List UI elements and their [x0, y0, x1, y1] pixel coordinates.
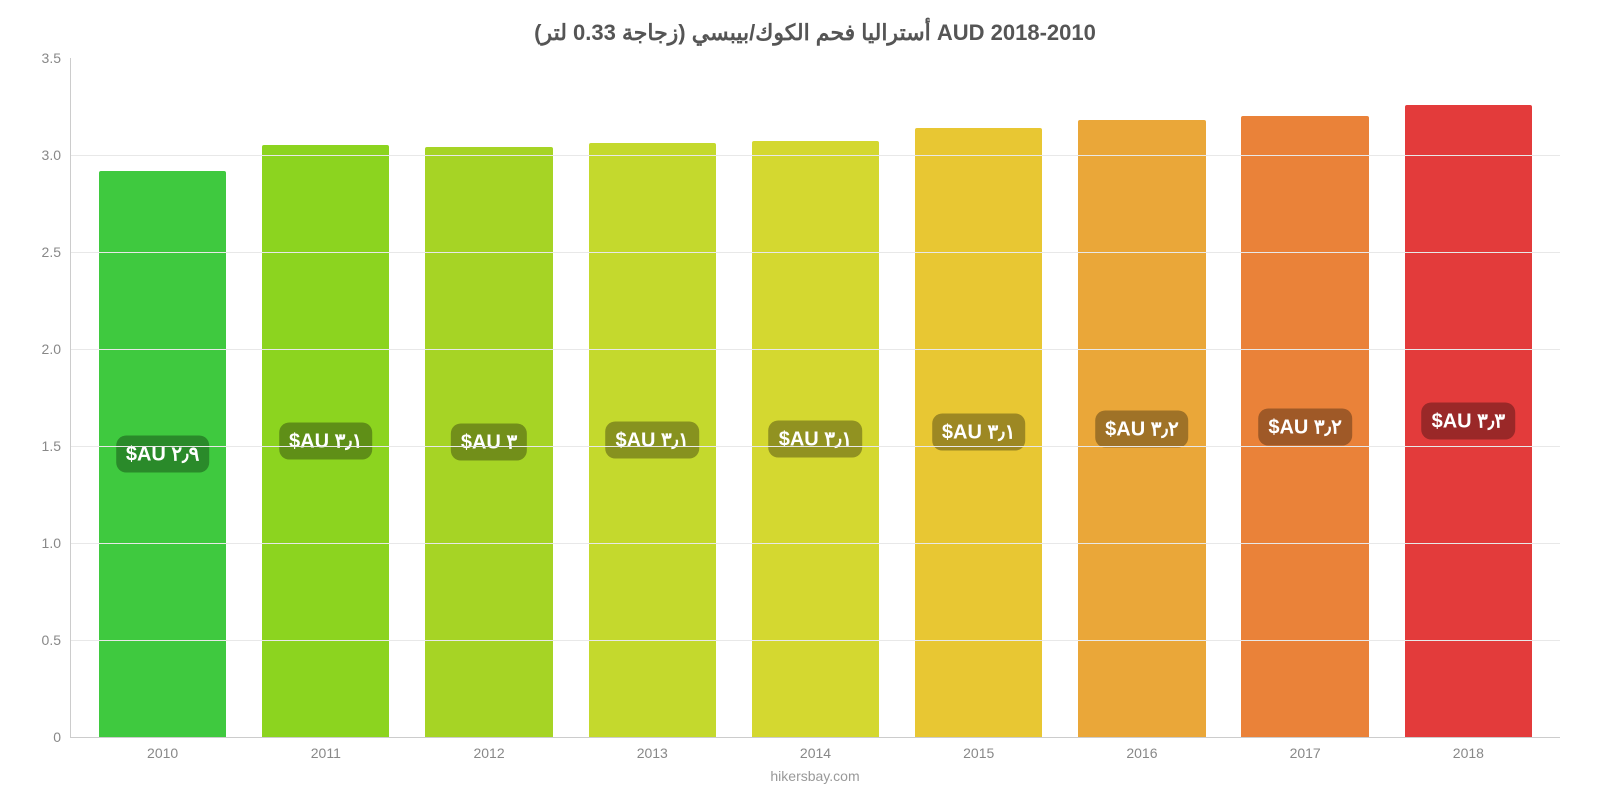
ytick-label: 2.5 [42, 244, 61, 260]
gridline [71, 349, 1560, 350]
ytick-label: 3.0 [42, 147, 61, 163]
bar-slot: ٣٫٣ AU$2018 [1387, 58, 1550, 737]
ytick-label: 1.5 [42, 438, 61, 454]
bar-value-label: ٣٫١ AU$ [769, 421, 863, 458]
ytick-label: 2.0 [42, 341, 61, 357]
ytick-label: 0.5 [42, 632, 61, 648]
bar-value-label: ٣٫١ AU$ [279, 423, 373, 460]
bars-group: ٢٫٩ AU$2010٣٫١ AU$2011٣ AU$2012٣٫١ AU$20… [71, 58, 1560, 737]
bar-slot: ٣٫١ AU$2013 [571, 58, 734, 737]
bar-slot: ٣٫٢ AU$2017 [1224, 58, 1387, 737]
bar: ٣٫٢ AU$ [1078, 120, 1205, 737]
bar-value-label: ٣٫٢ AU$ [1258, 408, 1352, 445]
bar-value-label: ٢٫٩ AU$ [116, 435, 210, 472]
bar-value-label: ٣٫٣ AU$ [1422, 402, 1516, 439]
xtick-label: 2018 [1453, 745, 1484, 761]
bar: ٣ AU$ [425, 147, 552, 737]
ytick-label: 1.0 [42, 535, 61, 551]
xtick-label: 2013 [637, 745, 668, 761]
xtick-label: 2012 [473, 745, 504, 761]
xtick-label: 2010 [147, 745, 178, 761]
gridline [71, 252, 1560, 253]
chart-title: أستراليا فحم الكوك/بيبسي (زجاجة 0.33 لتر… [70, 20, 1560, 46]
gridline [71, 446, 1560, 447]
xtick-label: 2011 [311, 745, 341, 761]
attribution: hikersbay.com [70, 768, 1560, 784]
bar-slot: ٣٫١ AU$2014 [734, 58, 897, 737]
bar-slot: ٣٫١ AU$2015 [897, 58, 1060, 737]
bar: ٣٫١ AU$ [752, 141, 879, 737]
bar: ٣٫٣ AU$ [1405, 105, 1532, 737]
gridline [71, 640, 1560, 641]
bar-slot: ٢٫٩ AU$2010 [81, 58, 244, 737]
xtick-label: 2015 [963, 745, 994, 761]
bar-slot: ٣ AU$2012 [407, 58, 570, 737]
bar: ٣٫١ AU$ [589, 143, 716, 737]
bar-value-label: ٣٫٢ AU$ [1095, 410, 1189, 447]
bar-slot: ٣٫١ AU$2011 [244, 58, 407, 737]
xtick-label: 2014 [800, 745, 831, 761]
gridline [71, 155, 1560, 156]
bar: ٣٫١ AU$ [262, 145, 389, 737]
chart-container: أستراليا فحم الكوك/بيبسي (زجاجة 0.33 لتر… [0, 0, 1600, 800]
plot-area: ٢٫٩ AU$2010٣٫١ AU$2011٣ AU$2012٣٫١ AU$20… [70, 58, 1560, 738]
xtick-label: 2016 [1126, 745, 1157, 761]
bar: ٢٫٩ AU$ [99, 171, 226, 737]
xtick-label: 2017 [1290, 745, 1321, 761]
ytick-label: 3.5 [42, 50, 61, 66]
bar-value-label: ٣٫١ AU$ [605, 422, 699, 459]
gridline [71, 543, 1560, 544]
bar: ٣٫١ AU$ [915, 128, 1042, 737]
bar: ٣٫٢ AU$ [1241, 116, 1368, 737]
bar-slot: ٣٫٢ AU$2016 [1060, 58, 1223, 737]
bar-value-label: ٣ AU$ [451, 424, 527, 461]
ytick-label: 0 [53, 729, 61, 745]
